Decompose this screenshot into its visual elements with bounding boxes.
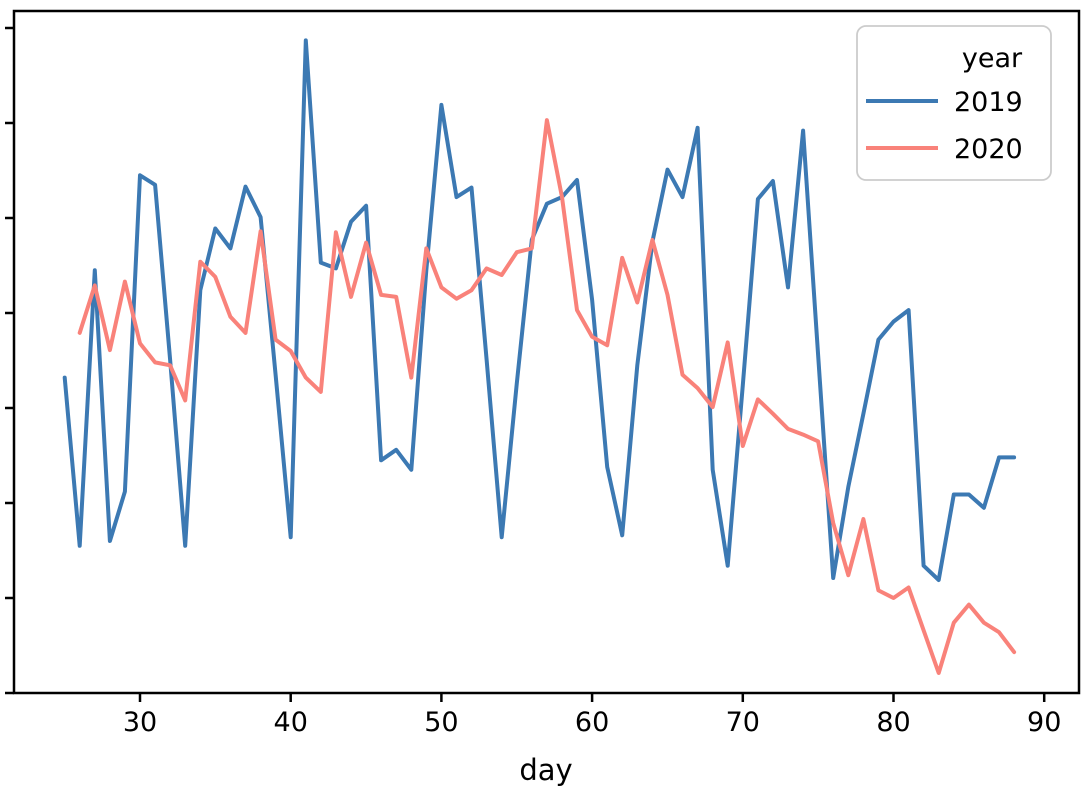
x-axis-tick-label: 90	[1027, 707, 1061, 738]
x-axis-tick-label: 40	[274, 707, 308, 738]
y-axis-ticks	[5, 26, 14, 695]
x-axis-tick-label: 80	[876, 707, 910, 738]
x-axis-tick-label: 70	[726, 707, 760, 738]
legend-box	[856, 25, 1052, 181]
x-axis-tick-labels: 30 40 50 60 70 80 90	[123, 707, 1062, 738]
x-axis-tick-label: 30	[123, 707, 157, 738]
x-axis-label: day	[519, 753, 572, 787]
x-axis-ticks	[138, 693, 1046, 702]
series-line-2020	[77, 118, 1017, 675]
plot-border	[12, 9, 1081, 695]
series-line-2019	[62, 38, 1017, 582]
legend-label-2019: 2019	[954, 87, 1023, 118]
legend-label-2020: 2020	[954, 134, 1023, 165]
legend-title: year	[962, 43, 1023, 74]
series-lines	[62, 38, 1017, 675]
x-axis-tick-label: 50	[424, 707, 458, 738]
legend: year 2019 2020	[856, 25, 1052, 181]
x-axis-tick-label: 60	[575, 707, 609, 738]
